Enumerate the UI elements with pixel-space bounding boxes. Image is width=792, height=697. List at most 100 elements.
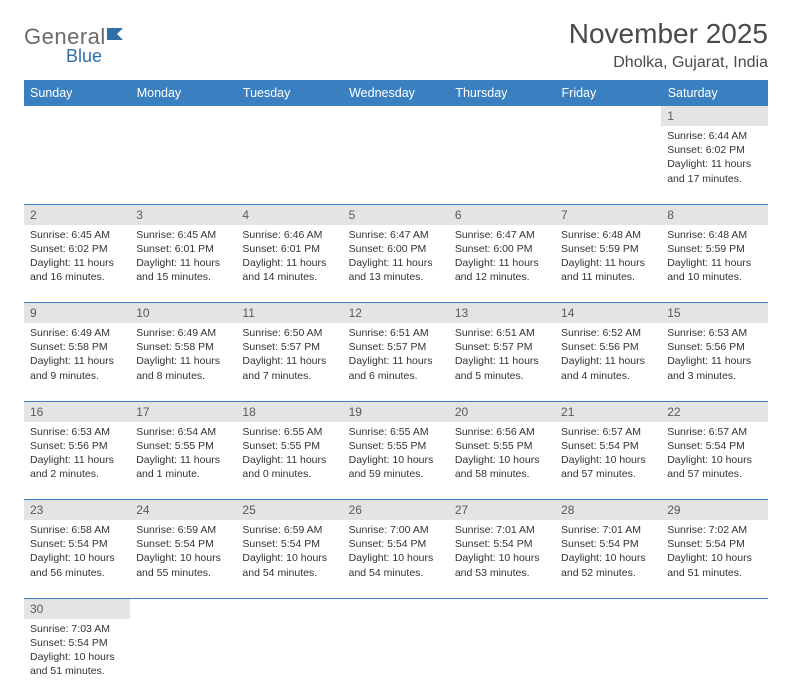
- day-number-row: 23242526272829: [24, 500, 768, 521]
- day-number-cell: [24, 106, 130, 126]
- day-number: 17: [136, 405, 149, 419]
- sunrise-text: Sunrise: 6:46 AM: [242, 228, 336, 242]
- day-header: Saturday: [661, 80, 767, 106]
- day-number-cell: [555, 106, 661, 126]
- day-number: 26: [349, 503, 362, 517]
- sunset-text: Sunset: 5:54 PM: [667, 439, 761, 453]
- sunset-text: Sunset: 6:01 PM: [136, 242, 230, 256]
- day-content-cell: Sunrise: 6:52 AMSunset: 5:56 PMDaylight:…: [555, 323, 661, 401]
- day-header: Wednesday: [343, 80, 449, 106]
- brand-part2: Blue: [66, 46, 102, 67]
- sunrise-text: Sunrise: 6:48 AM: [561, 228, 655, 242]
- sunset-text: Sunset: 5:56 PM: [561, 340, 655, 354]
- sunset-text: Sunset: 5:54 PM: [242, 537, 336, 551]
- sunset-text: Sunset: 6:02 PM: [667, 143, 761, 157]
- day-content-cell: [661, 619, 767, 697]
- day-content-cell: Sunrise: 7:03 AMSunset: 5:54 PMDaylight:…: [24, 619, 130, 697]
- day-number-cell: [130, 598, 236, 619]
- day-header: Tuesday: [236, 80, 342, 106]
- day-number-cell: 11: [236, 303, 342, 324]
- day-number-row: 1: [24, 106, 768, 126]
- day-content-cell: Sunrise: 6:55 AMSunset: 5:55 PMDaylight:…: [343, 422, 449, 500]
- day-content-cell: Sunrise: 6:59 AMSunset: 5:54 PMDaylight:…: [236, 520, 342, 598]
- day-content-cell: Sunrise: 6:56 AMSunset: 5:55 PMDaylight:…: [449, 422, 555, 500]
- sunset-text: Sunset: 5:54 PM: [349, 537, 443, 551]
- day-content-cell: Sunrise: 6:48 AMSunset: 5:59 PMDaylight:…: [661, 225, 767, 303]
- day-number: 20: [455, 405, 468, 419]
- day-number-cell: 6: [449, 204, 555, 225]
- sunrise-text: Sunrise: 6:52 AM: [561, 326, 655, 340]
- day-number-cell: 22: [661, 401, 767, 422]
- daylight-text: Daylight: 11 hours and 5 minutes.: [455, 354, 549, 382]
- day-number-cell: [343, 598, 449, 619]
- sunrise-text: Sunrise: 6:44 AM: [667, 129, 761, 143]
- day-number: 13: [455, 306, 468, 320]
- day-content-cell: Sunrise: 7:01 AMSunset: 5:54 PMDaylight:…: [555, 520, 661, 598]
- daylight-text: Daylight: 10 hours and 56 minutes.: [30, 551, 124, 579]
- day-number: 10: [136, 306, 149, 320]
- day-number-cell: [449, 106, 555, 126]
- daylight-text: Daylight: 10 hours and 57 minutes.: [667, 453, 761, 481]
- daylight-text: Daylight: 10 hours and 54 minutes.: [242, 551, 336, 579]
- daylight-text: Daylight: 10 hours and 53 minutes.: [455, 551, 549, 579]
- sunset-text: Sunset: 6:02 PM: [30, 242, 124, 256]
- daylight-text: Daylight: 10 hours and 54 minutes.: [349, 551, 443, 579]
- sunset-text: Sunset: 5:55 PM: [242, 439, 336, 453]
- day-number-cell: 9: [24, 303, 130, 324]
- sunrise-text: Sunrise: 6:47 AM: [455, 228, 549, 242]
- location-text: Dholka, Gujarat, India: [569, 54, 768, 72]
- sunrise-text: Sunrise: 6:50 AM: [242, 326, 336, 340]
- day-content-cell: Sunrise: 6:49 AMSunset: 5:58 PMDaylight:…: [130, 323, 236, 401]
- sunrise-text: Sunrise: 6:51 AM: [455, 326, 549, 340]
- day-number-cell: [236, 106, 342, 126]
- calendar-table: Sunday Monday Tuesday Wednesday Thursday…: [24, 80, 768, 697]
- sunrise-text: Sunrise: 6:55 AM: [349, 425, 443, 439]
- day-content-cell: [130, 126, 236, 204]
- day-number: 8: [667, 208, 674, 222]
- day-number: 30: [30, 602, 43, 616]
- day-content-cell: [449, 126, 555, 204]
- day-number: 4: [242, 208, 249, 222]
- day-content-cell: Sunrise: 6:48 AMSunset: 5:59 PMDaylight:…: [555, 225, 661, 303]
- sunrise-text: Sunrise: 6:55 AM: [242, 425, 336, 439]
- daylight-text: Daylight: 11 hours and 9 minutes.: [30, 354, 124, 382]
- sunrise-text: Sunrise: 7:03 AM: [30, 622, 124, 636]
- day-number: 12: [349, 306, 362, 320]
- day-number-cell: [449, 598, 555, 619]
- day-content-cell: Sunrise: 6:57 AMSunset: 5:54 PMDaylight:…: [661, 422, 767, 500]
- calendar-body: 1Sunrise: 6:44 AMSunset: 6:02 PMDaylight…: [24, 106, 768, 697]
- day-header: Sunday: [24, 80, 130, 106]
- day-number: 1: [667, 109, 674, 123]
- day-content-row: Sunrise: 7:03 AMSunset: 5:54 PMDaylight:…: [24, 619, 768, 697]
- sunset-text: Sunset: 5:54 PM: [30, 537, 124, 551]
- sunrise-text: Sunrise: 6:45 AM: [30, 228, 124, 242]
- day-number-cell: 18: [236, 401, 342, 422]
- daylight-text: Daylight: 10 hours and 55 minutes.: [136, 551, 230, 579]
- day-number-cell: 14: [555, 303, 661, 324]
- day-number: 29: [667, 503, 680, 517]
- day-content-cell: Sunrise: 6:49 AMSunset: 5:58 PMDaylight:…: [24, 323, 130, 401]
- sunrise-text: Sunrise: 6:51 AM: [349, 326, 443, 340]
- flag-icon: [107, 24, 129, 50]
- day-number-cell: 19: [343, 401, 449, 422]
- day-number-cell: 4: [236, 204, 342, 225]
- day-number-cell: 25: [236, 500, 342, 521]
- daylight-text: Daylight: 10 hours and 59 minutes.: [349, 453, 443, 481]
- day-content-cell: [343, 619, 449, 697]
- day-number-cell: [236, 598, 342, 619]
- day-content-cell: Sunrise: 6:51 AMSunset: 5:57 PMDaylight:…: [449, 323, 555, 401]
- day-number: 3: [136, 208, 143, 222]
- day-content-cell: [449, 619, 555, 697]
- day-content-cell: [130, 619, 236, 697]
- sunrise-text: Sunrise: 6:53 AM: [667, 326, 761, 340]
- sunset-text: Sunset: 6:00 PM: [349, 242, 443, 256]
- day-number-cell: 13: [449, 303, 555, 324]
- daylight-text: Daylight: 11 hours and 13 minutes.: [349, 256, 443, 284]
- page-header: General November 2025 Dholka, Gujarat, I…: [24, 18, 768, 72]
- sunrise-text: Sunrise: 6:59 AM: [242, 523, 336, 537]
- day-number-row: 9101112131415: [24, 303, 768, 324]
- sunset-text: Sunset: 5:55 PM: [136, 439, 230, 453]
- day-number-cell: 17: [130, 401, 236, 422]
- daylight-text: Daylight: 11 hours and 1 minute.: [136, 453, 230, 481]
- day-number: 2: [30, 208, 37, 222]
